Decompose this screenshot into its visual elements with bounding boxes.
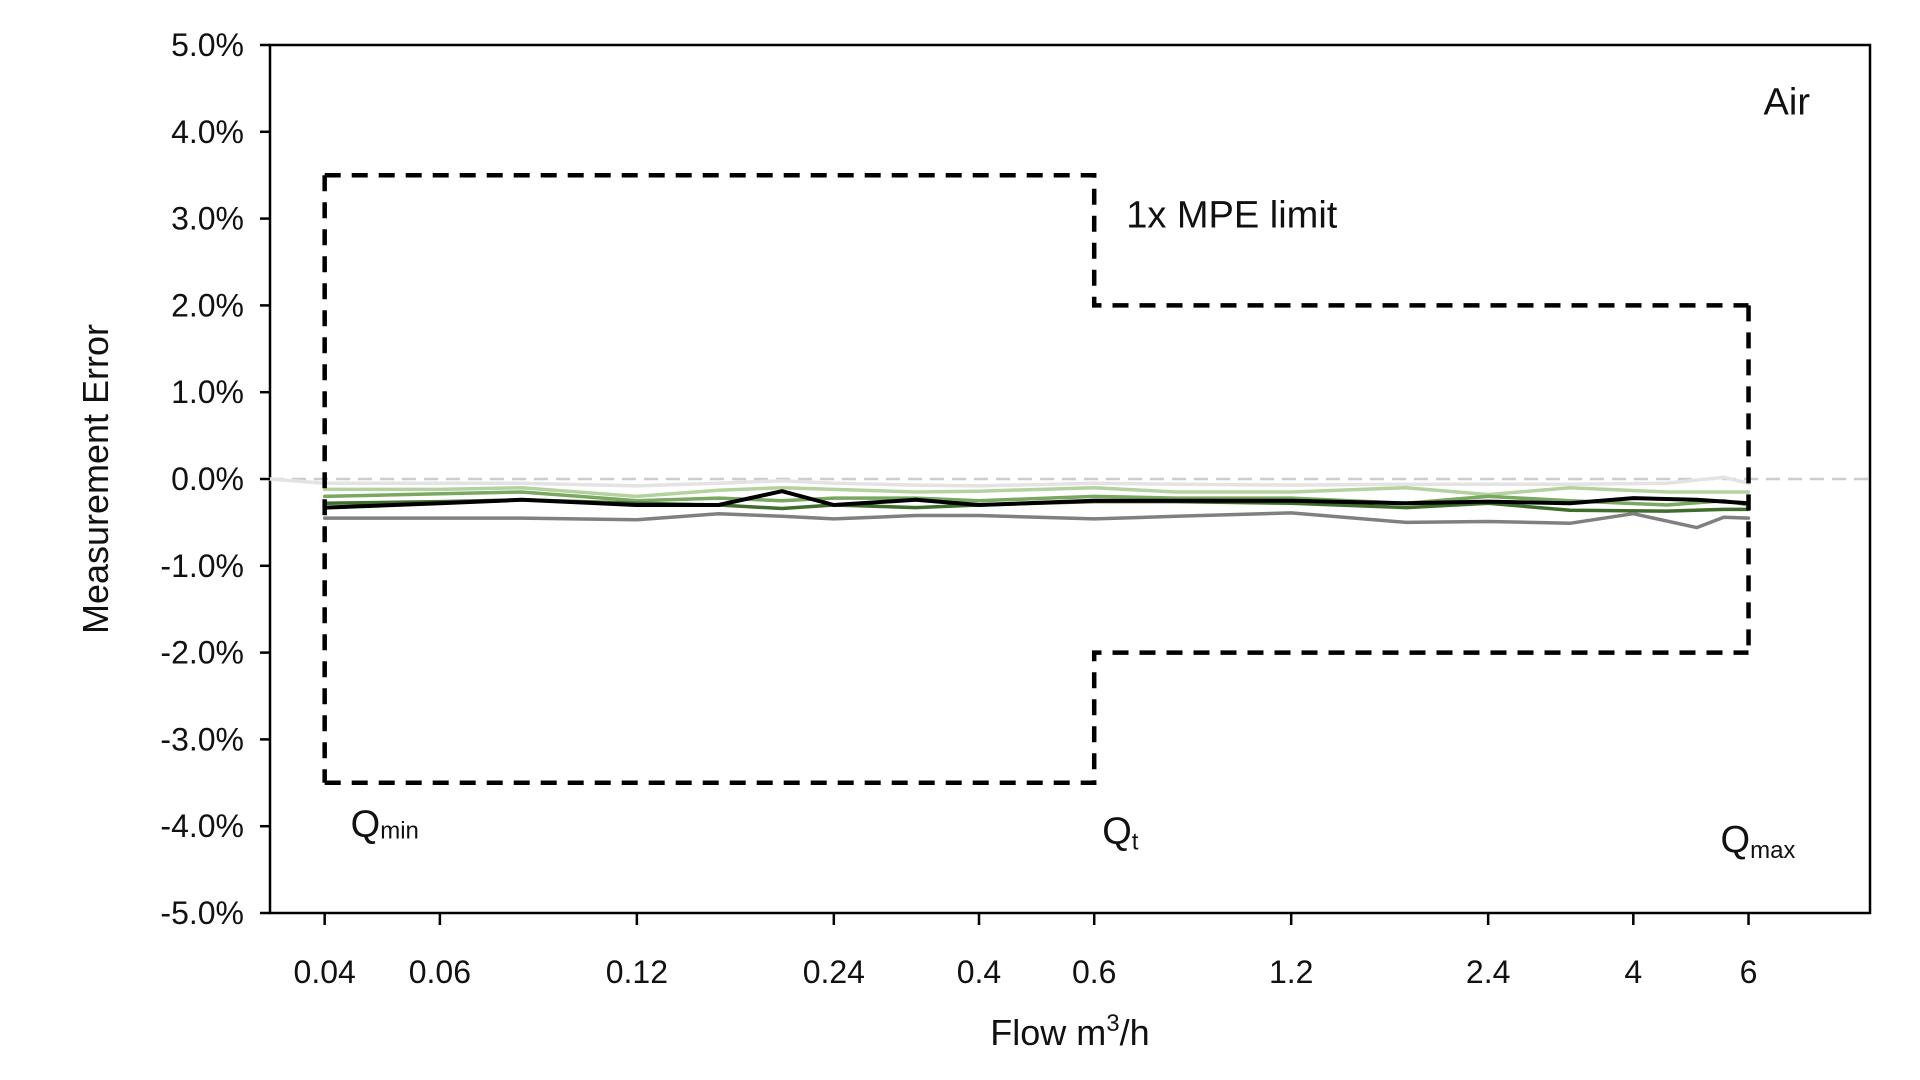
series-pale-green-line (322, 485, 1751, 499)
x-tick-label: 4 (1624, 954, 1642, 990)
y-tick-label: -5.0% (160, 895, 244, 931)
qt-label-main: Q (1102, 811, 1132, 853)
x-tick-label: 0.12 (606, 954, 668, 990)
y-tick-label: 1.0% (171, 374, 244, 410)
qmax-label: Qmax (1721, 819, 1796, 864)
y-tick-label: -4.0% (160, 808, 244, 844)
x-axis-title-prefix: Flow m (990, 1012, 1106, 1053)
mpe-limit-label: 1x MPE limit (1126, 194, 1338, 236)
series-gray-line (322, 511, 1751, 530)
x-tick-label: 2.4 (1466, 954, 1510, 990)
x-tick-label: 0.24 (803, 954, 865, 990)
x-axis-title-superscript: 3 (1106, 1010, 1119, 1037)
y-tick-label: 0.0% (171, 461, 244, 497)
series-black-line (322, 489, 1751, 510)
x-axis-ticks: 0.04 0.06 0.12 0.24 0.4 0.6 1.2 2.4 4 6 (294, 913, 1758, 990)
y-tick-label: 4.0% (171, 114, 244, 150)
x-axis-title: Flow m3/h (990, 1010, 1149, 1053)
y-tick-label: 3.0% (171, 201, 244, 237)
qmin-label-subscript: min (380, 818, 419, 845)
qt-label-subscript: t (1132, 829, 1139, 856)
series-layer (268, 475, 1751, 530)
y-tick-label: 5.0% (171, 27, 244, 63)
mpe-limit-envelope (322, 172, 1751, 786)
x-tick-label: 0.04 (294, 954, 356, 990)
qmax-label-main: Q (1721, 819, 1751, 861)
x-tick-label: 0.6 (1072, 954, 1116, 990)
mpe-upper-limit-line (324, 172, 1749, 308)
x-axis-title-suffix: /h (1120, 1012, 1150, 1053)
qmin-label-main: Q (351, 804, 381, 846)
x-tick-label: 0.06 (409, 954, 471, 990)
y-tick-label: -1.0% (160, 548, 244, 584)
y-tick-label: -2.0% (160, 635, 244, 671)
mpe-lower-limit-line (324, 650, 1749, 786)
x-tick-label: 1.2 (1269, 954, 1313, 990)
y-axis-ticks: 5.0% 4.0% 3.0% 2.0% 1.0% 0.0% -1.0% -2.0% -3.0% -… (160, 27, 270, 931)
qt-label: Qt (1102, 811, 1139, 856)
y-tick-label: -3.0% (160, 721, 244, 757)
x-tick-label: 0.4 (957, 954, 1001, 990)
x-tick-label: 6 (1740, 954, 1758, 990)
qmax-label-subscript: max (1750, 837, 1795, 864)
y-axis-title: Measurement Error (75, 324, 116, 634)
medium-label: Air (1764, 81, 1811, 123)
qmin-label: Qmin (351, 804, 419, 846)
series-light-gray-line (268, 475, 1751, 488)
y-tick-label: 2.0% (171, 287, 244, 323)
